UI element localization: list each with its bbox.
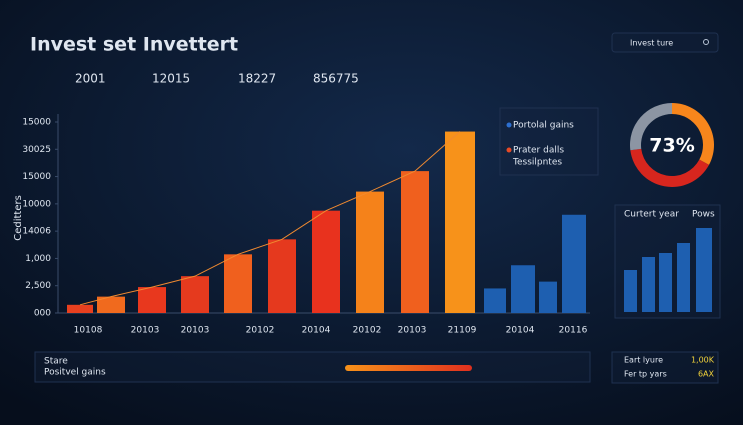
legend-label: Prater dalls <box>513 146 564 156</box>
donut-segment <box>630 148 709 187</box>
search-box[interactable] <box>611 32 719 53</box>
stat: 2001 <box>75 72 106 86</box>
bottom-right-panel <box>611 351 719 384</box>
progress-bar <box>345 365 472 371</box>
footer-label: Fer tp yars <box>624 370 667 379</box>
trend-line <box>79 131 461 306</box>
bar <box>642 257 655 312</box>
bar <box>312 210 340 313</box>
stat: 18227 <box>238 72 276 86</box>
x-tick-label: 10108 <box>74 326 103 336</box>
y-axis-label: Ceditters <box>13 195 24 241</box>
legend-dot <box>506 147 512 153</box>
stat: 12015 <box>152 72 190 86</box>
x-tick-label: 20102 <box>246 326 275 336</box>
bar <box>562 214 586 313</box>
bar <box>539 281 557 313</box>
bar <box>67 304 93 313</box>
x-tick-label: 20103 <box>131 326 160 336</box>
bottom-title: Stare <box>44 357 68 367</box>
bar <box>624 270 637 312</box>
bar <box>696 228 712 312</box>
x-tick-label: 20104 <box>302 326 331 336</box>
donut-segment <box>672 103 714 165</box>
y-tick-label: 30025 <box>22 145 51 155</box>
x-tick-label: 20104 <box>506 326 535 336</box>
donut-segment <box>630 103 672 151</box>
donut-label: 73% <box>649 135 694 157</box>
y-tick-label: 14006 <box>22 227 51 237</box>
bar <box>484 288 506 313</box>
y-tick-label: 1,000 <box>25 254 51 264</box>
title: Invest set Invettert <box>30 34 238 56</box>
search-text[interactable]: Invest ture <box>630 39 673 48</box>
x-tick-label: 20116 <box>559 326 588 336</box>
small-chart-subtitle: Pows <box>692 210 715 220</box>
bar <box>659 253 672 312</box>
bar <box>268 239 296 313</box>
legend-dot <box>506 122 512 128</box>
bar <box>401 171 429 313</box>
small-chart-title: Curtert year <box>624 210 679 220</box>
y-tick-label: 15000 <box>22 118 51 128</box>
x-tick-label: 21109 <box>448 326 477 336</box>
bar <box>138 287 166 313</box>
footer-value: 1,00K <box>691 356 715 365</box>
y-tick-label: 2,500 <box>25 281 51 291</box>
legend-label: Portolal gains <box>513 121 574 131</box>
bar <box>181 276 209 313</box>
y-tick-label: 15000 <box>22 172 51 182</box>
bar <box>511 265 535 313</box>
bar <box>224 254 252 313</box>
y-tick-label: 000 <box>34 309 51 319</box>
stat: 856775 <box>313 72 359 86</box>
bar <box>356 191 384 313</box>
legend-box <box>499 107 599 176</box>
bottom-panel <box>34 351 591 383</box>
x-tick-label: 20103 <box>398 326 427 336</box>
x-tick-label: 20103 <box>181 326 210 336</box>
bar <box>97 296 125 313</box>
legend-label: Tessilpntes <box>512 158 562 168</box>
footer-value: 6AX <box>698 370 715 379</box>
search-icon[interactable] <box>703 39 709 45</box>
footer-label: Eart lyure <box>624 356 663 365</box>
bar <box>445 131 475 313</box>
bottom-subtitle: Positvel gains <box>44 368 106 378</box>
x-tick-label: 20102 <box>353 326 382 336</box>
y-tick-label: 10000 <box>22 199 51 209</box>
bar <box>677 243 690 312</box>
